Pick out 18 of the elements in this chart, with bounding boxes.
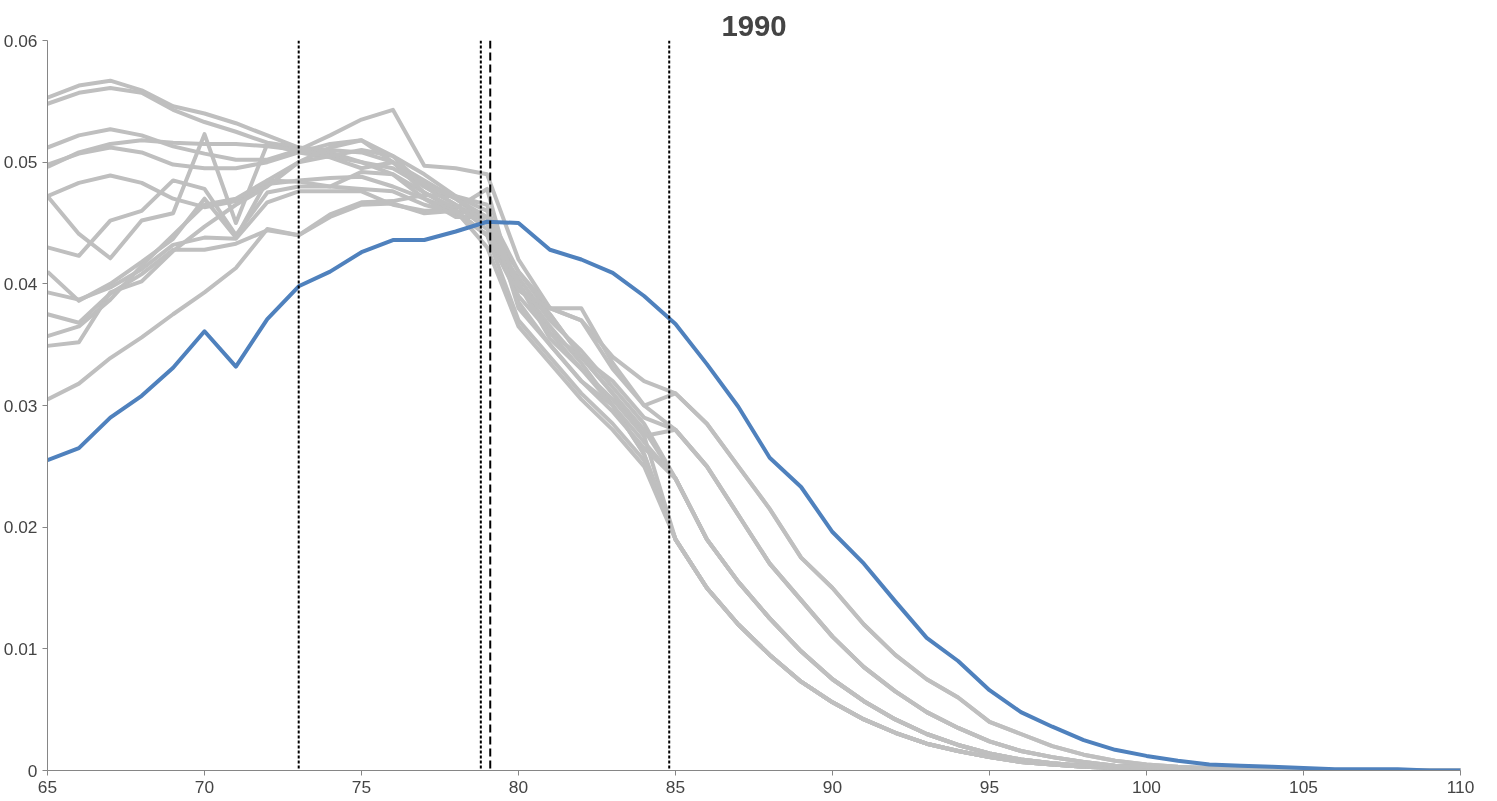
x-tick-label: 100	[1132, 776, 1161, 797]
x-tick-label: 110	[1446, 776, 1475, 797]
y-tick-label: 0.04	[3, 273, 38, 294]
y-tick-label: 0.02	[3, 517, 38, 538]
x-tick-label: 105	[1289, 776, 1318, 797]
y-tick-label: 0	[27, 760, 38, 781]
chart-title: 1990	[721, 8, 787, 42]
x-tick-label: 90	[822, 776, 843, 797]
x-tick-label: 85	[665, 776, 686, 797]
x-tick-label: 65	[37, 776, 58, 797]
x-tick-label: 95	[979, 776, 1000, 797]
y-tick-label: 0.06	[3, 30, 38, 51]
y-tick-label: 0.03	[3, 395, 38, 416]
x-tick-label: 70	[194, 776, 215, 797]
x-tick-label: 75	[351, 776, 372, 797]
y-tick-label: 0.05	[3, 152, 38, 173]
y-tick-label: 0.01	[3, 638, 38, 659]
x-tick-label: 80	[508, 776, 529, 797]
